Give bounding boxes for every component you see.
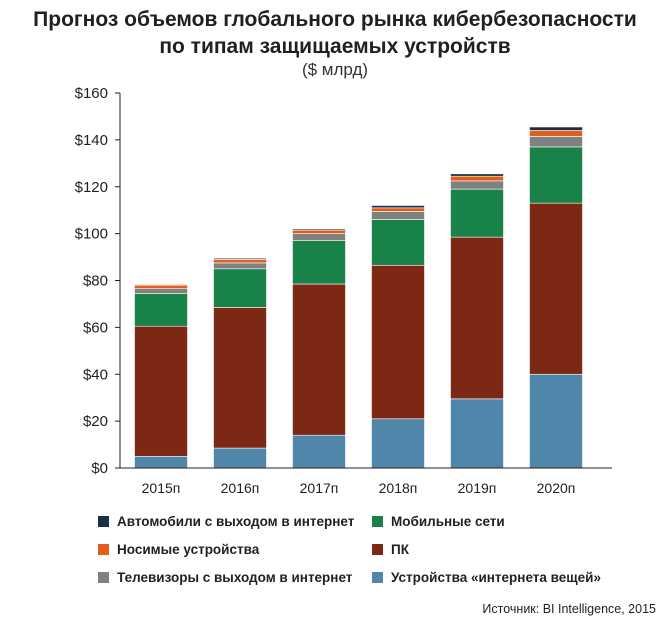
bar-segment [292,228,346,231]
x-tick-label: 2016п [221,480,260,496]
legend-item: Автомобили с выходом в интернет [98,514,354,529]
legend-item: Мобильные сети [372,514,505,529]
x-tick-label: 2020п [537,480,576,496]
bar-segment [529,126,583,131]
bar-segment [213,447,267,469]
y-tick-label: $40 [83,366,108,383]
bar-segment [134,284,188,290]
legend-swatch [98,572,109,583]
bar-segment [529,202,583,375]
y-tick-label: $100 [75,226,108,243]
legend-swatch [98,544,109,555]
x-tick-label: 2019п [458,480,497,496]
legend-item: Устройства «интернета вещей» [372,570,601,585]
chart-title-line2: по типам защищаемых устройств [159,35,511,58]
y-tick-label: $60 [83,319,108,336]
bar-segment [292,434,346,469]
bar-segment [292,283,346,436]
y-tick-label: $0 [91,460,108,477]
legend-item: Носимые устройства [98,542,259,557]
bar-segment [134,455,188,469]
bar-segment [450,188,504,238]
bar-segment [371,418,425,469]
bar-segment [213,257,267,260]
legend-swatch [372,572,383,583]
bar-segment [371,219,425,266]
bar-segment [292,240,346,285]
bar-segment [371,211,425,220]
x-axis: 2015п 2016п 2017п 2018п 2019п 2020п [120,467,612,496]
y-tick-label: $20 [83,413,108,430]
y-tick-label: $140 [75,132,108,149]
legend-label: Носимые устройства [117,542,260,557]
bar-segment [450,175,504,182]
legend-item: ПК [372,542,409,557]
bars-group [134,126,583,469]
bar-segment [213,307,267,449]
legend-label: Телевизоры с выходом в интернет [117,570,353,585]
bar-segment [450,180,504,190]
bar-segment [134,293,188,327]
bar-segment [371,264,425,420]
bar-segment [292,229,346,234]
chart-title: Прогноз объемов глобального рынка киберб… [33,8,637,31]
bar-segment [134,284,188,286]
legend-label: Мобильные сети [391,514,505,529]
legend-swatch [372,544,383,555]
y-tick-label: $120 [75,179,108,196]
legend-item: Телевизоры с выходом в интернет [98,570,352,585]
legend-label: Устройства «интернета вещей» [391,570,601,585]
bar-segment [213,268,267,308]
bar-segment [371,207,425,212]
bar-segment [529,136,583,148]
bar-segment [529,373,583,469]
legend-swatch [98,516,109,527]
bar-segment [450,236,504,400]
legend-swatch [372,516,383,527]
bar-segment [529,146,583,204]
bar-segment [529,130,583,137]
bar-segment [213,259,267,264]
chart-subtitle: ($ млрд) [301,60,369,79]
y-tick-label: $160 [75,85,108,102]
y-axis: $0 $20 $40 $60 $80 $100 $120 $140 $160 [75,85,121,477]
x-tick-label: 2018п [379,480,418,496]
bar-segment [134,288,188,294]
stacked-bar-chart: $0 $20 $40 $60 $80 $100 $120 $140 $160 2015п 2016… [75,85,612,496]
y-tick-label: $80 [83,273,108,290]
source-note: Источник: BI Intelligence, 2015 [482,602,656,616]
bar-segment [450,398,504,469]
bar-segment [134,325,188,457]
bar-segment [450,173,504,177]
legend-label: ПК [391,542,409,557]
x-tick-label: 2015п [142,480,181,496]
bar-segment [292,233,346,241]
legend-label: Автомобили с выходом в интернет [117,514,355,529]
x-tick-label: 2017п [300,480,339,496]
bar-segment [213,262,267,270]
bar-segment [371,205,425,209]
